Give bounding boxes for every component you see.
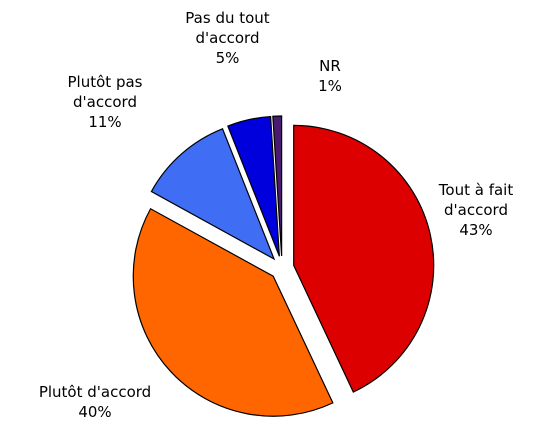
slice-label: Plutôt pas d'accord 11% bbox=[55, 72, 155, 132]
value-label: 5% bbox=[215, 49, 240, 67]
slice-label: Pas du tout d'accord 5% bbox=[170, 8, 285, 68]
slice-label: NR 1% bbox=[305, 56, 355, 96]
category-label: NR bbox=[319, 57, 341, 75]
pie-slice bbox=[150, 128, 276, 261]
value-label: 43% bbox=[459, 221, 493, 239]
pie-slice bbox=[272, 115, 283, 257]
category-label: Tout à fait d'accord bbox=[438, 181, 514, 219]
value-label: 11% bbox=[88, 113, 122, 131]
category-label: Plutôt d'accord bbox=[38, 383, 152, 401]
category-label: Pas du tout d'accord bbox=[185, 9, 270, 47]
pie-slice bbox=[132, 207, 334, 417]
slice-label: Plutôt d'accord 40% bbox=[10, 382, 180, 422]
value-label: 40% bbox=[78, 403, 112, 421]
pie-slice bbox=[293, 124, 435, 393]
value-label: 1% bbox=[318, 77, 342, 95]
pie-slice bbox=[227, 115, 280, 257]
category-label: Plutôt pas d'accord bbox=[67, 73, 143, 111]
slice-label: Tout à fait d'accord 43% bbox=[420, 180, 532, 240]
